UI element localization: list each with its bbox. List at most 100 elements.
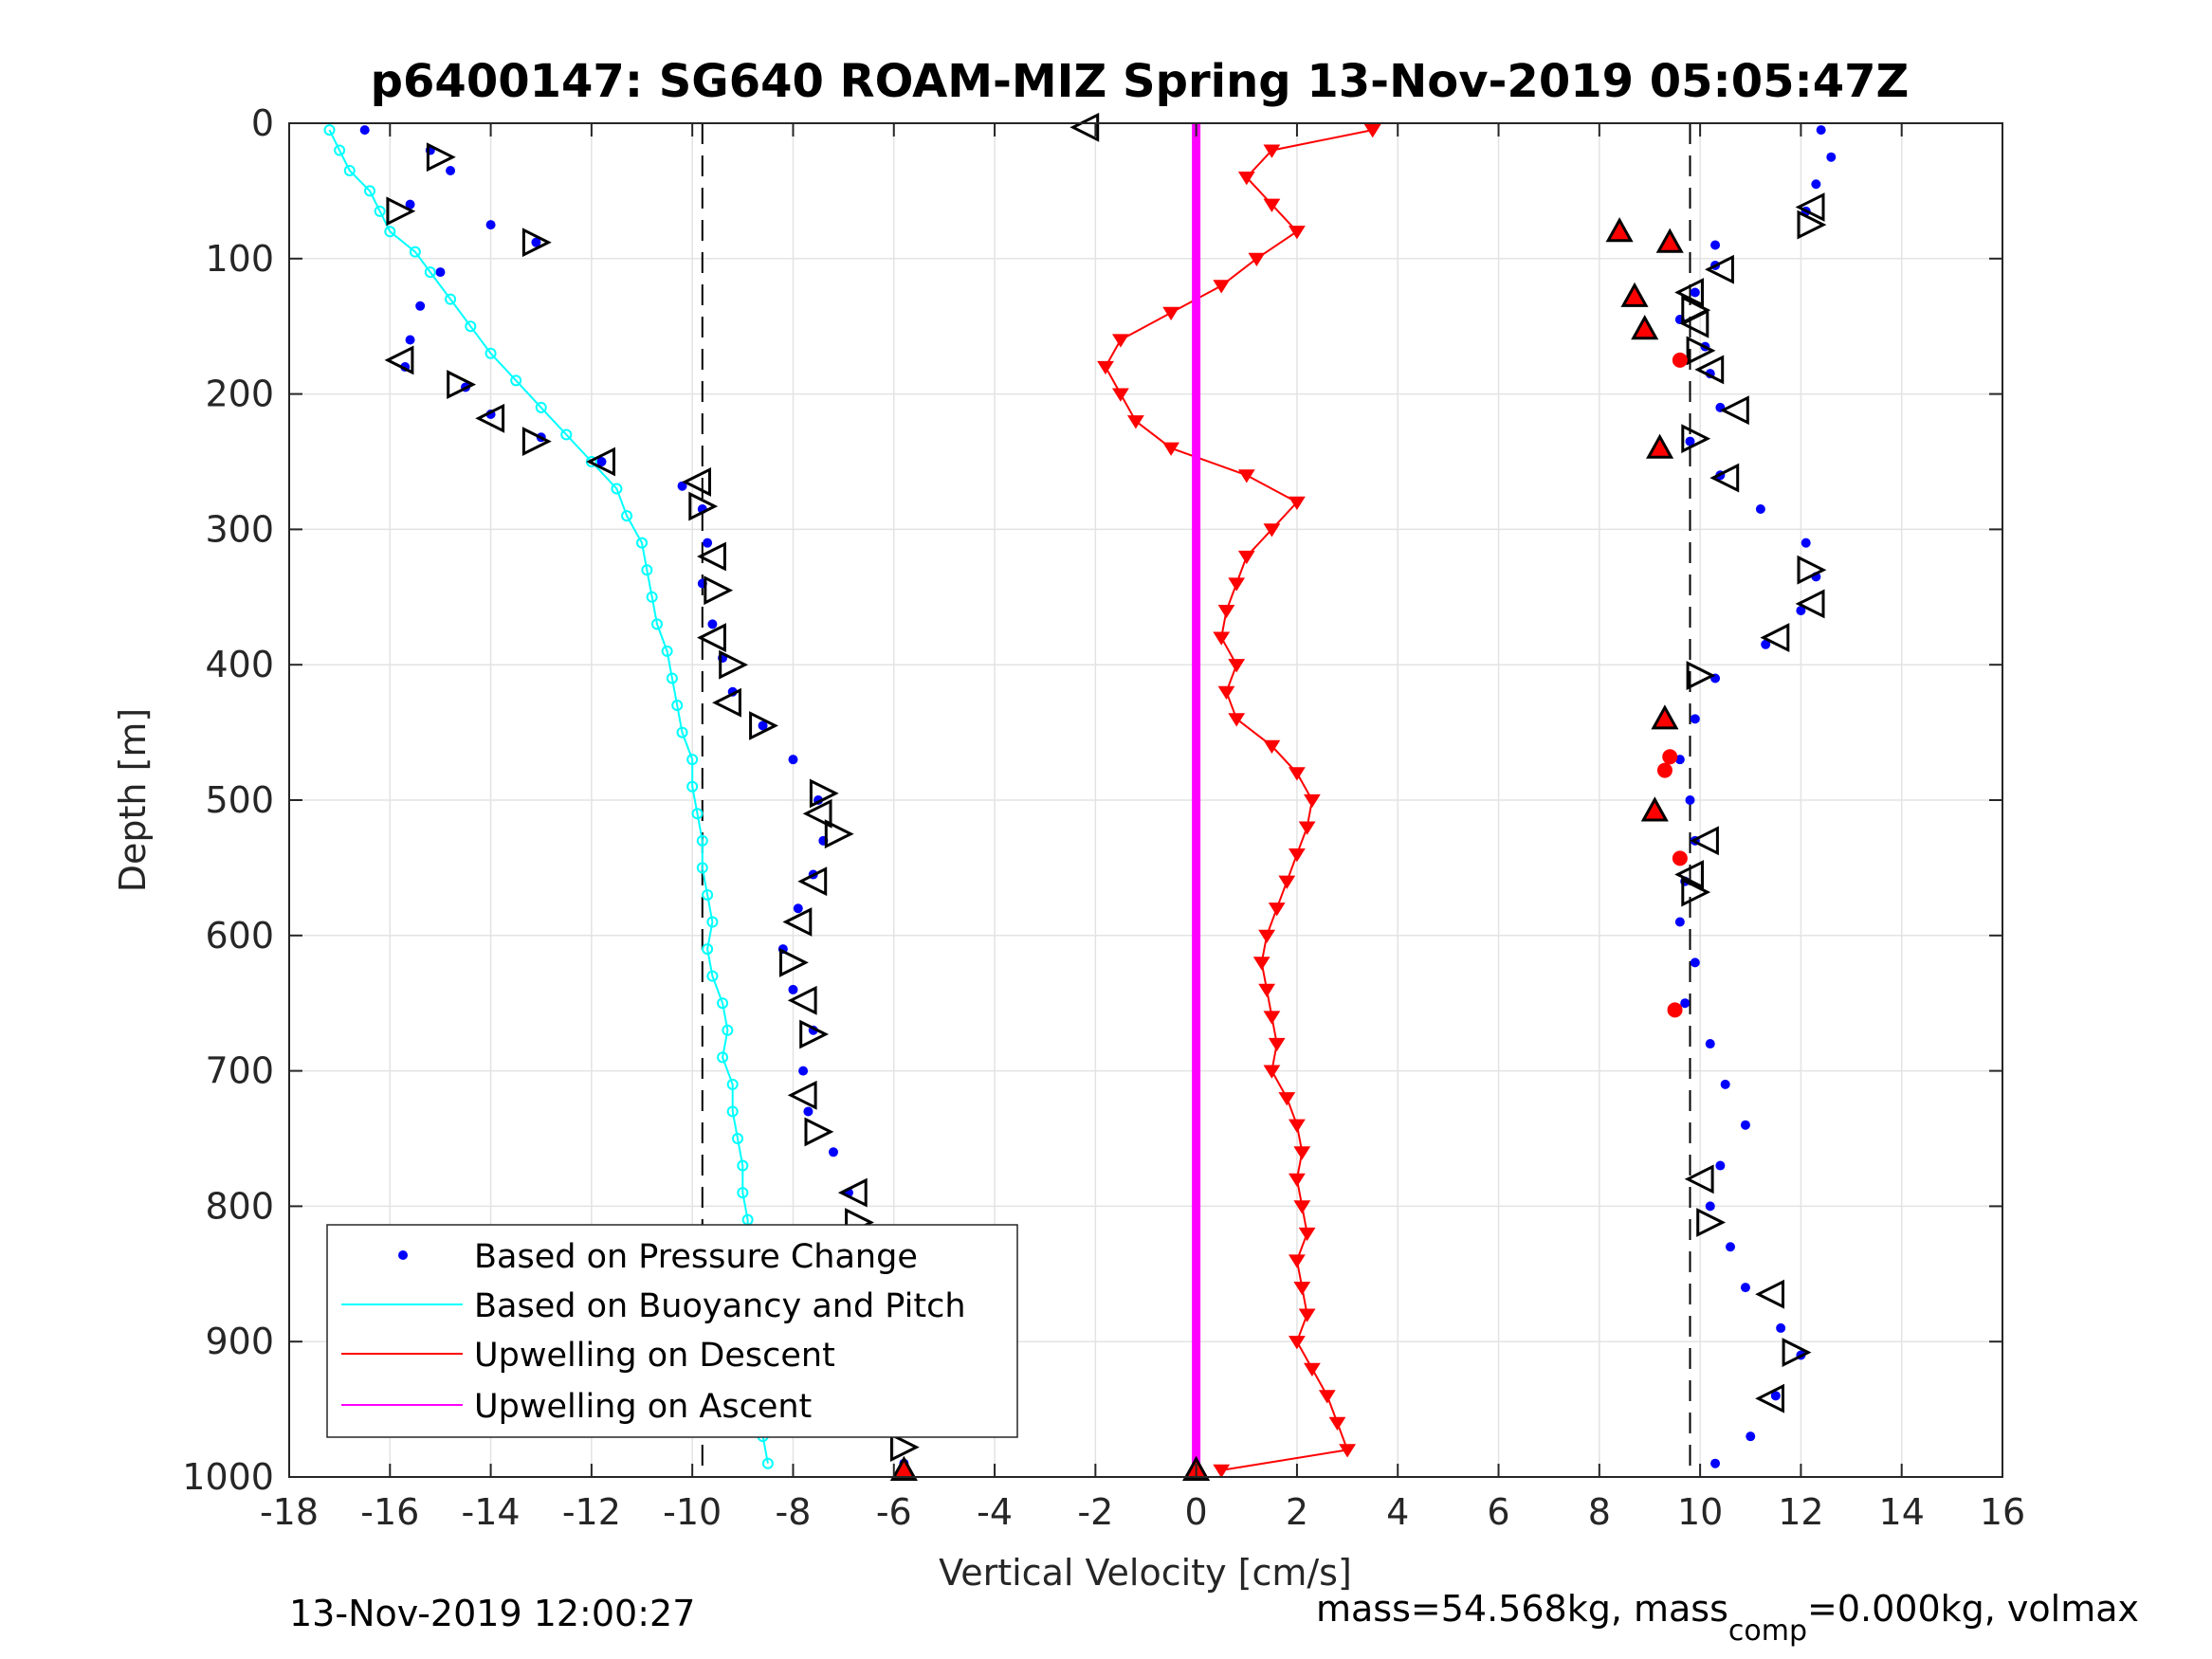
x-tick-label: -10	[663, 1491, 722, 1533]
x-tick-label: 12	[1778, 1491, 1823, 1533]
upwelling-descent-point	[1288, 1119, 1306, 1133]
upwelling-descent-point	[1328, 1416, 1346, 1431]
buoyancy-pitch-point	[646, 591, 658, 603]
pressure-change-point	[1685, 795, 1695, 805]
direction-marker	[447, 370, 477, 400]
buoyancy-pitch-point	[737, 1159, 749, 1172]
buoyancy-pitch-point	[702, 943, 714, 956]
pressure-change-point	[1674, 755, 1685, 765]
pressure-change-point	[1740, 1120, 1750, 1130]
pressure-change-point	[415, 301, 426, 311]
pressure-change-point	[1710, 1458, 1721, 1468]
upwelling-descent-point	[1268, 1037, 1286, 1052]
footer-mass-suffix: =0.000kg, volmax	[1807, 1588, 2139, 1630]
direction-marker	[704, 575, 734, 606]
pressure-change-point	[1816, 125, 1826, 136]
footer-mass-subscript: comp	[1728, 1614, 1807, 1648]
buoyancy-pitch-point	[761, 1457, 774, 1469]
direction-marker	[697, 623, 726, 653]
buoyancy-pitch-point	[510, 374, 522, 387]
x-tick-label: 14	[1879, 1491, 1925, 1533]
upwelling-descent-point	[1293, 1200, 1311, 1214]
upwelling-descent-point	[1237, 469, 1255, 483]
pressure-change-point	[793, 903, 803, 914]
buoyancy-pitch-point	[717, 1051, 729, 1064]
buoyancy-pitch-point	[696, 862, 708, 874]
x-tick-label: 8	[1588, 1491, 1611, 1533]
direction-marker	[1795, 192, 1825, 222]
upwelling-descent-point	[1213, 631, 1231, 646]
y-axis-ticks: 0 100 200 300 400 500 600 700 800 900 1000	[182, 102, 2002, 1498]
x-tick-label: -6	[876, 1491, 912, 1533]
direction-marker	[802, 798, 832, 829]
pressure-change-point	[1801, 538, 1811, 548]
upwelling-descent-point	[1288, 848, 1306, 863]
upwelling-descent-point	[1363, 124, 1381, 138]
upwelling-descent-point	[1097, 360, 1114, 375]
pressure-change-point	[1715, 1160, 1726, 1171]
buoyancy-pitch-point	[691, 808, 704, 820]
pressure-change-point	[596, 457, 607, 466]
direction-marker	[1686, 661, 1716, 691]
direction-marker	[1719, 395, 1749, 426]
x-tick-label: 4	[1386, 1491, 1409, 1533]
pressure-change-point	[1680, 998, 1691, 1009]
direction-marker	[1782, 1338, 1812, 1368]
pressure-change-point	[803, 1106, 814, 1117]
upwelling-descent-point	[1288, 1336, 1306, 1350]
red-circle-marker	[1672, 352, 1688, 368]
buoyancy-pitch-point	[726, 1105, 739, 1118]
pressure-change-point	[1674, 917, 1685, 927]
pressure-change-point	[1720, 1079, 1730, 1089]
pressure-change-point	[1826, 152, 1837, 162]
y-tick-label: 200	[205, 374, 274, 415]
direction-marker	[837, 1177, 868, 1208]
buoyancy-pitch-point	[737, 1187, 749, 1199]
direction-marker	[1797, 210, 1827, 240]
upwelling-descent-point	[1237, 550, 1255, 565]
buoyancy-pitch-point	[702, 888, 714, 901]
buoyancy-pitch-point	[323, 124, 336, 137]
pressure-change-point	[828, 1147, 838, 1158]
x-tick-label: -14	[462, 1491, 521, 1533]
direction-marker	[688, 491, 719, 521]
direction-marker	[824, 819, 854, 849]
y-tick-label: 600	[205, 915, 274, 957]
buoyancy-pitch-point	[636, 537, 649, 549]
direction-marker	[779, 947, 809, 977]
pressure-change-point	[707, 619, 718, 629]
x-tick-label: -12	[562, 1491, 621, 1533]
direction-marker	[712, 687, 741, 718]
upwelling-descent-point	[1217, 605, 1235, 619]
direction-marker	[1694, 355, 1725, 385]
pressure-change-point	[1690, 957, 1700, 968]
buoyancy-pitch-point	[445, 293, 457, 305]
pressure-change-point	[359, 125, 370, 136]
upwelling-descent-point	[1278, 875, 1296, 889]
buoyancy-pitch-point	[732, 1133, 744, 1144]
upwelling-descent-point	[1213, 280, 1231, 294]
direction-marker	[386, 196, 416, 227]
direction-marker	[697, 541, 726, 572]
y-tick-label: 300	[205, 508, 274, 550]
legend-label-buoyancy: Based on Buoyancy and Pitch	[474, 1287, 966, 1325]
direction-marker	[1797, 555, 1827, 585]
buoyancy-pitch-point	[696, 834, 708, 847]
x-tick-label: -16	[360, 1491, 419, 1533]
footer-timestamp: 13-Nov-2019 12:00:27	[289, 1593, 695, 1634]
direction-marker	[799, 1019, 830, 1049]
y-tick-label: 500	[205, 779, 274, 821]
red-triangle-marker	[889, 1455, 918, 1481]
buoyancy-pitch-point	[722, 1024, 734, 1036]
upwelling-descent-point	[1111, 388, 1129, 402]
buoyancy-pitch-point	[343, 164, 356, 176]
upwelling-descent-point	[1298, 821, 1316, 835]
pressure-change-point	[405, 199, 415, 210]
upwelling-descent-point	[1258, 929, 1276, 943]
buoyancy-pitch-point	[686, 754, 699, 766]
direction-marker	[426, 142, 456, 173]
buoyancy-pitch-point	[671, 700, 684, 712]
buoyancy-pitch-point	[650, 618, 663, 630]
upwelling-descent-point	[1111, 334, 1129, 348]
pressure-change-point	[446, 165, 456, 175]
